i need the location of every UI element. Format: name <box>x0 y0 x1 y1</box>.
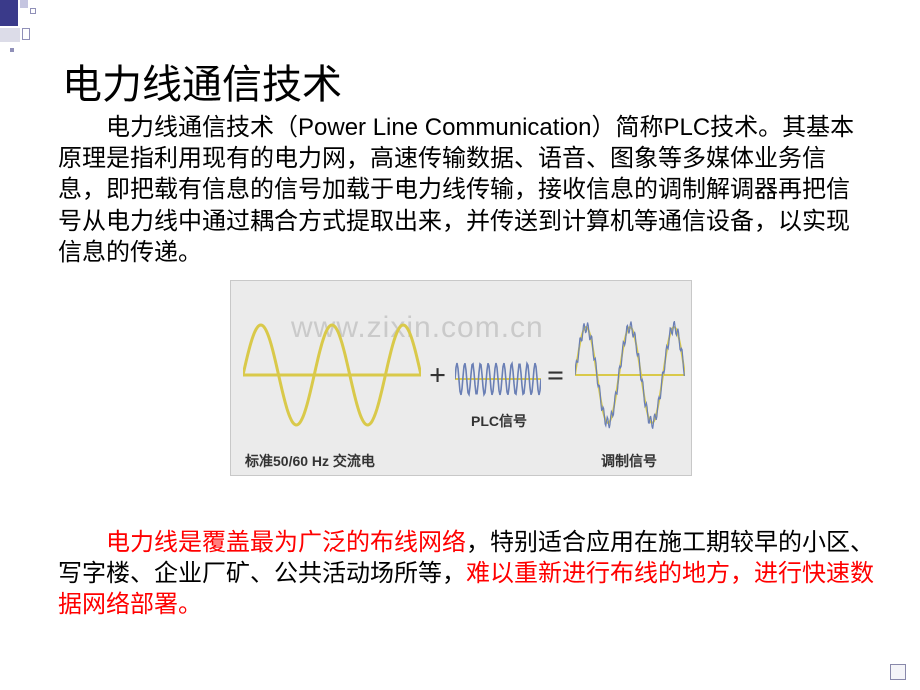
paragraph-coverage: 电力线是覆盖最为广泛的布线网络，特别适合应用在施工期较早的小区、写字楼、企业厂矿… <box>58 528 888 622</box>
label-ac: 标准50/60 Hz 交流电 <box>245 451 375 471</box>
slide-corner-decoration <box>0 0 60 60</box>
p2-red1: 电力线是覆盖最为广泛的布线网络 <box>106 530 466 556</box>
plc-signal-wave <box>455 361 541 397</box>
slide-title: 电力线通信技术 <box>62 52 342 110</box>
p1-pre: 电力线通信技术（ <box>106 115 298 141</box>
plus-symbol: + <box>429 359 446 393</box>
p1-latin1: Power Line Communication <box>298 114 591 141</box>
label-modulated: 调制信号 <box>601 451 657 471</box>
plc-diagram: www.zixin.com.cn + = 标准50/60 Hz 交流电 PLC信… <box>230 280 692 476</box>
slide-corner-box <box>890 664 906 680</box>
p1-mid1: ）简称 <box>591 115 663 141</box>
ac-sine-wave <box>243 321 421 429</box>
p1-latin2: PLC <box>663 114 710 141</box>
paragraph-intro: 电力线通信技术（Power Line Communication）简称PLC技术… <box>58 112 868 269</box>
modulated-wave <box>575 321 685 429</box>
label-plc: PLC信号 <box>471 411 527 431</box>
equals-symbol: = <box>547 359 564 393</box>
